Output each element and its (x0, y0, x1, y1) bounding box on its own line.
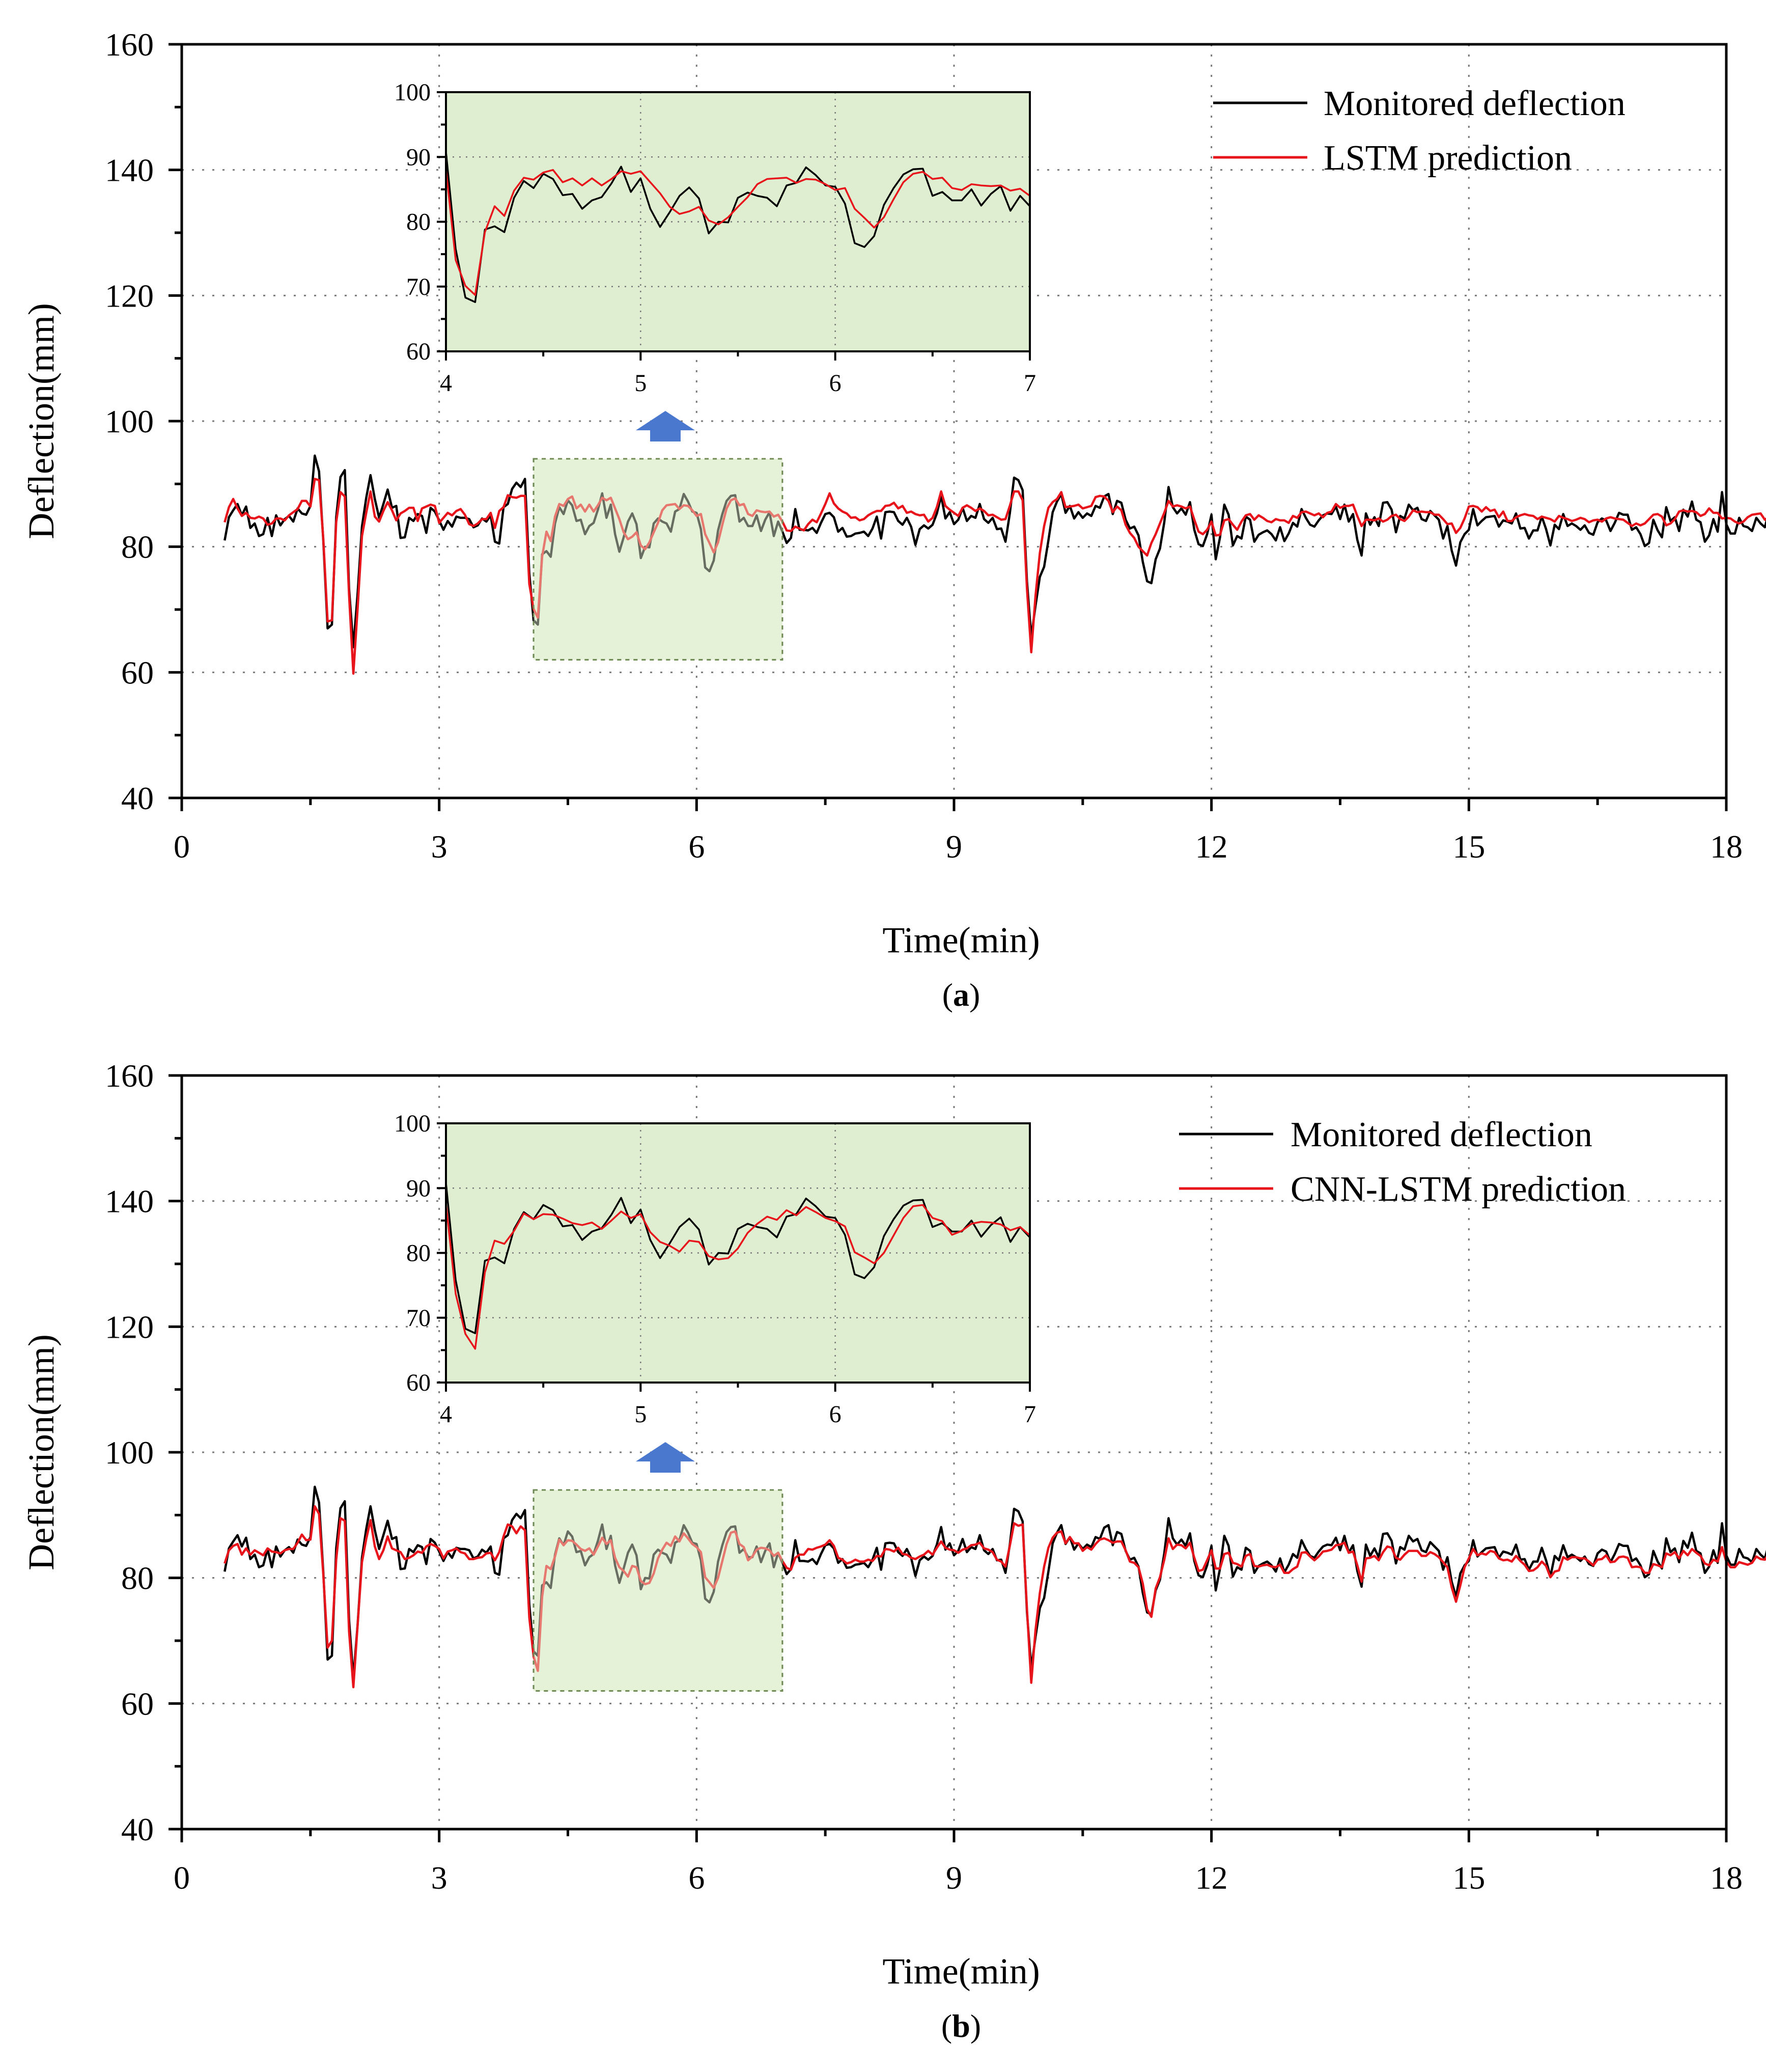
x-tick-label: 6 (688, 1860, 705, 1896)
zoom-arrow-icon (636, 411, 695, 441)
x-tick-label: 3 (431, 1860, 447, 1896)
series-line-monitored (223, 1485, 1766, 1680)
inset-x-tick-label: 5 (634, 1401, 647, 1428)
y-tick-label: 120 (105, 278, 154, 314)
y-axis-label: Deflection(mm) (21, 303, 62, 539)
legend-label-predicted: LSTM prediction (1324, 139, 1572, 178)
legend-label-predicted: CNN-LSTM prediction (1291, 1170, 1626, 1209)
y-tick-label: 140 (105, 1183, 154, 1220)
y-tick-label: 100 (105, 1434, 154, 1471)
caption-paren-open: ( (942, 977, 953, 1013)
x-tick-label: 12 (1195, 1860, 1228, 1896)
y-tick-label: 40 (121, 780, 154, 816)
panel-label: b (952, 2008, 970, 2044)
x-tick-label: 12 (1195, 828, 1228, 865)
panel-label: a (953, 977, 969, 1013)
panel-caption: (a) (942, 977, 980, 1013)
y-tick-label: 80 (121, 1560, 154, 1596)
inset-y-tick-label: 70 (406, 1305, 431, 1332)
zoom-highlight-overlay (532, 458, 783, 661)
inset-line-monitored (445, 1182, 1031, 1335)
y-tick-label: 160 (105, 1058, 154, 1094)
y-tick-label: 60 (121, 1686, 154, 1722)
series-line-prediction (223, 478, 1766, 675)
inset-y-tick-label: 100 (394, 79, 431, 106)
zoom-arrow-icon (636, 1442, 695, 1473)
zoom-inset: 4 5 6 7 60 70 80 90 100 (394, 1110, 1036, 1428)
zoom-highlight-region (532, 1489, 783, 1692)
y-tick-label: 120 (105, 1309, 154, 1345)
inset-y-tick-label: 90 (406, 1175, 431, 1202)
inset-x-tick-label: 4 (440, 370, 452, 397)
inset-y-tick-label: 80 (406, 1240, 431, 1267)
inset-y-tick-label: 90 (406, 144, 431, 171)
zoom-inset: 4 5 6 7 60 70 80 90 100 (394, 79, 1036, 397)
inset-y-tick-label: 80 (406, 209, 431, 236)
x-tick-label: 0 (174, 828, 190, 865)
inset-line-prediction (445, 169, 1031, 296)
y-tick-label: 160 (105, 26, 154, 63)
series-line-monitored (223, 454, 1766, 649)
x-tick-label: 6 (688, 828, 705, 865)
x-axis-label: Time(min) (882, 1951, 1040, 1992)
y-tick-label: 140 (105, 152, 154, 188)
x-tick-label: 15 (1452, 828, 1485, 865)
legend-label-measured: Monitored deflection (1324, 84, 1625, 123)
y-axis-label: Deflection(mm) (21, 1334, 62, 1570)
x-tick-label: 18 (1710, 1860, 1743, 1896)
caption-paren-open: ( (941, 2008, 952, 2044)
x-axis-label: Time(min) (882, 920, 1040, 960)
series-line-prediction (223, 1505, 1766, 1689)
inset-x-tick-label: 5 (634, 370, 647, 397)
panel-b: 0 3 6 9 12 15 18 40 60 80 100 120 140 160 Time(min) Def… (21, 1058, 1766, 2044)
x-tick-label: 15 (1452, 1860, 1485, 1896)
x-tick-label: 9 (946, 1860, 962, 1896)
zoom-highlight-overlay (532, 1489, 783, 1692)
inset-line-monitored (445, 151, 1031, 303)
inset-x-tick-label: 7 (1024, 1401, 1036, 1428)
y-tick-label: 40 (121, 1811, 154, 1847)
inset-y-tick-label: 70 (406, 273, 431, 300)
inset-y-tick-label: 60 (406, 338, 431, 365)
x-tick-label: 9 (946, 828, 962, 865)
panel-caption: (b) (941, 2008, 981, 2044)
x-tick-label: 18 (1710, 828, 1743, 865)
y-tick-label: 100 (105, 403, 154, 439)
inset-y-tick-label: 60 (406, 1369, 431, 1396)
inset-x-tick-label: 6 (829, 1401, 842, 1428)
inset-x-tick-label: 4 (440, 1401, 452, 1428)
inset-x-tick-label: 6 (829, 370, 842, 397)
caption-paren-close: ) (970, 2008, 981, 2044)
x-tick-label: 3 (431, 828, 447, 865)
y-tick-label: 80 (121, 529, 154, 565)
inset-line-prediction (445, 1203, 1031, 1350)
inset-y-tick-label: 100 (394, 1110, 431, 1137)
panel-a: 0 3 6 9 12 15 18 40 60 80 100 120 140 160 Time(min) Def… (21, 26, 1766, 1013)
y-tick-label: 60 (121, 654, 154, 690)
x-tick-label: 0 (174, 1860, 190, 1896)
caption-paren-close: ) (969, 977, 980, 1013)
legend-label-measured: Monitored deflection (1291, 1115, 1592, 1154)
inset-x-tick-label: 7 (1024, 370, 1036, 397)
